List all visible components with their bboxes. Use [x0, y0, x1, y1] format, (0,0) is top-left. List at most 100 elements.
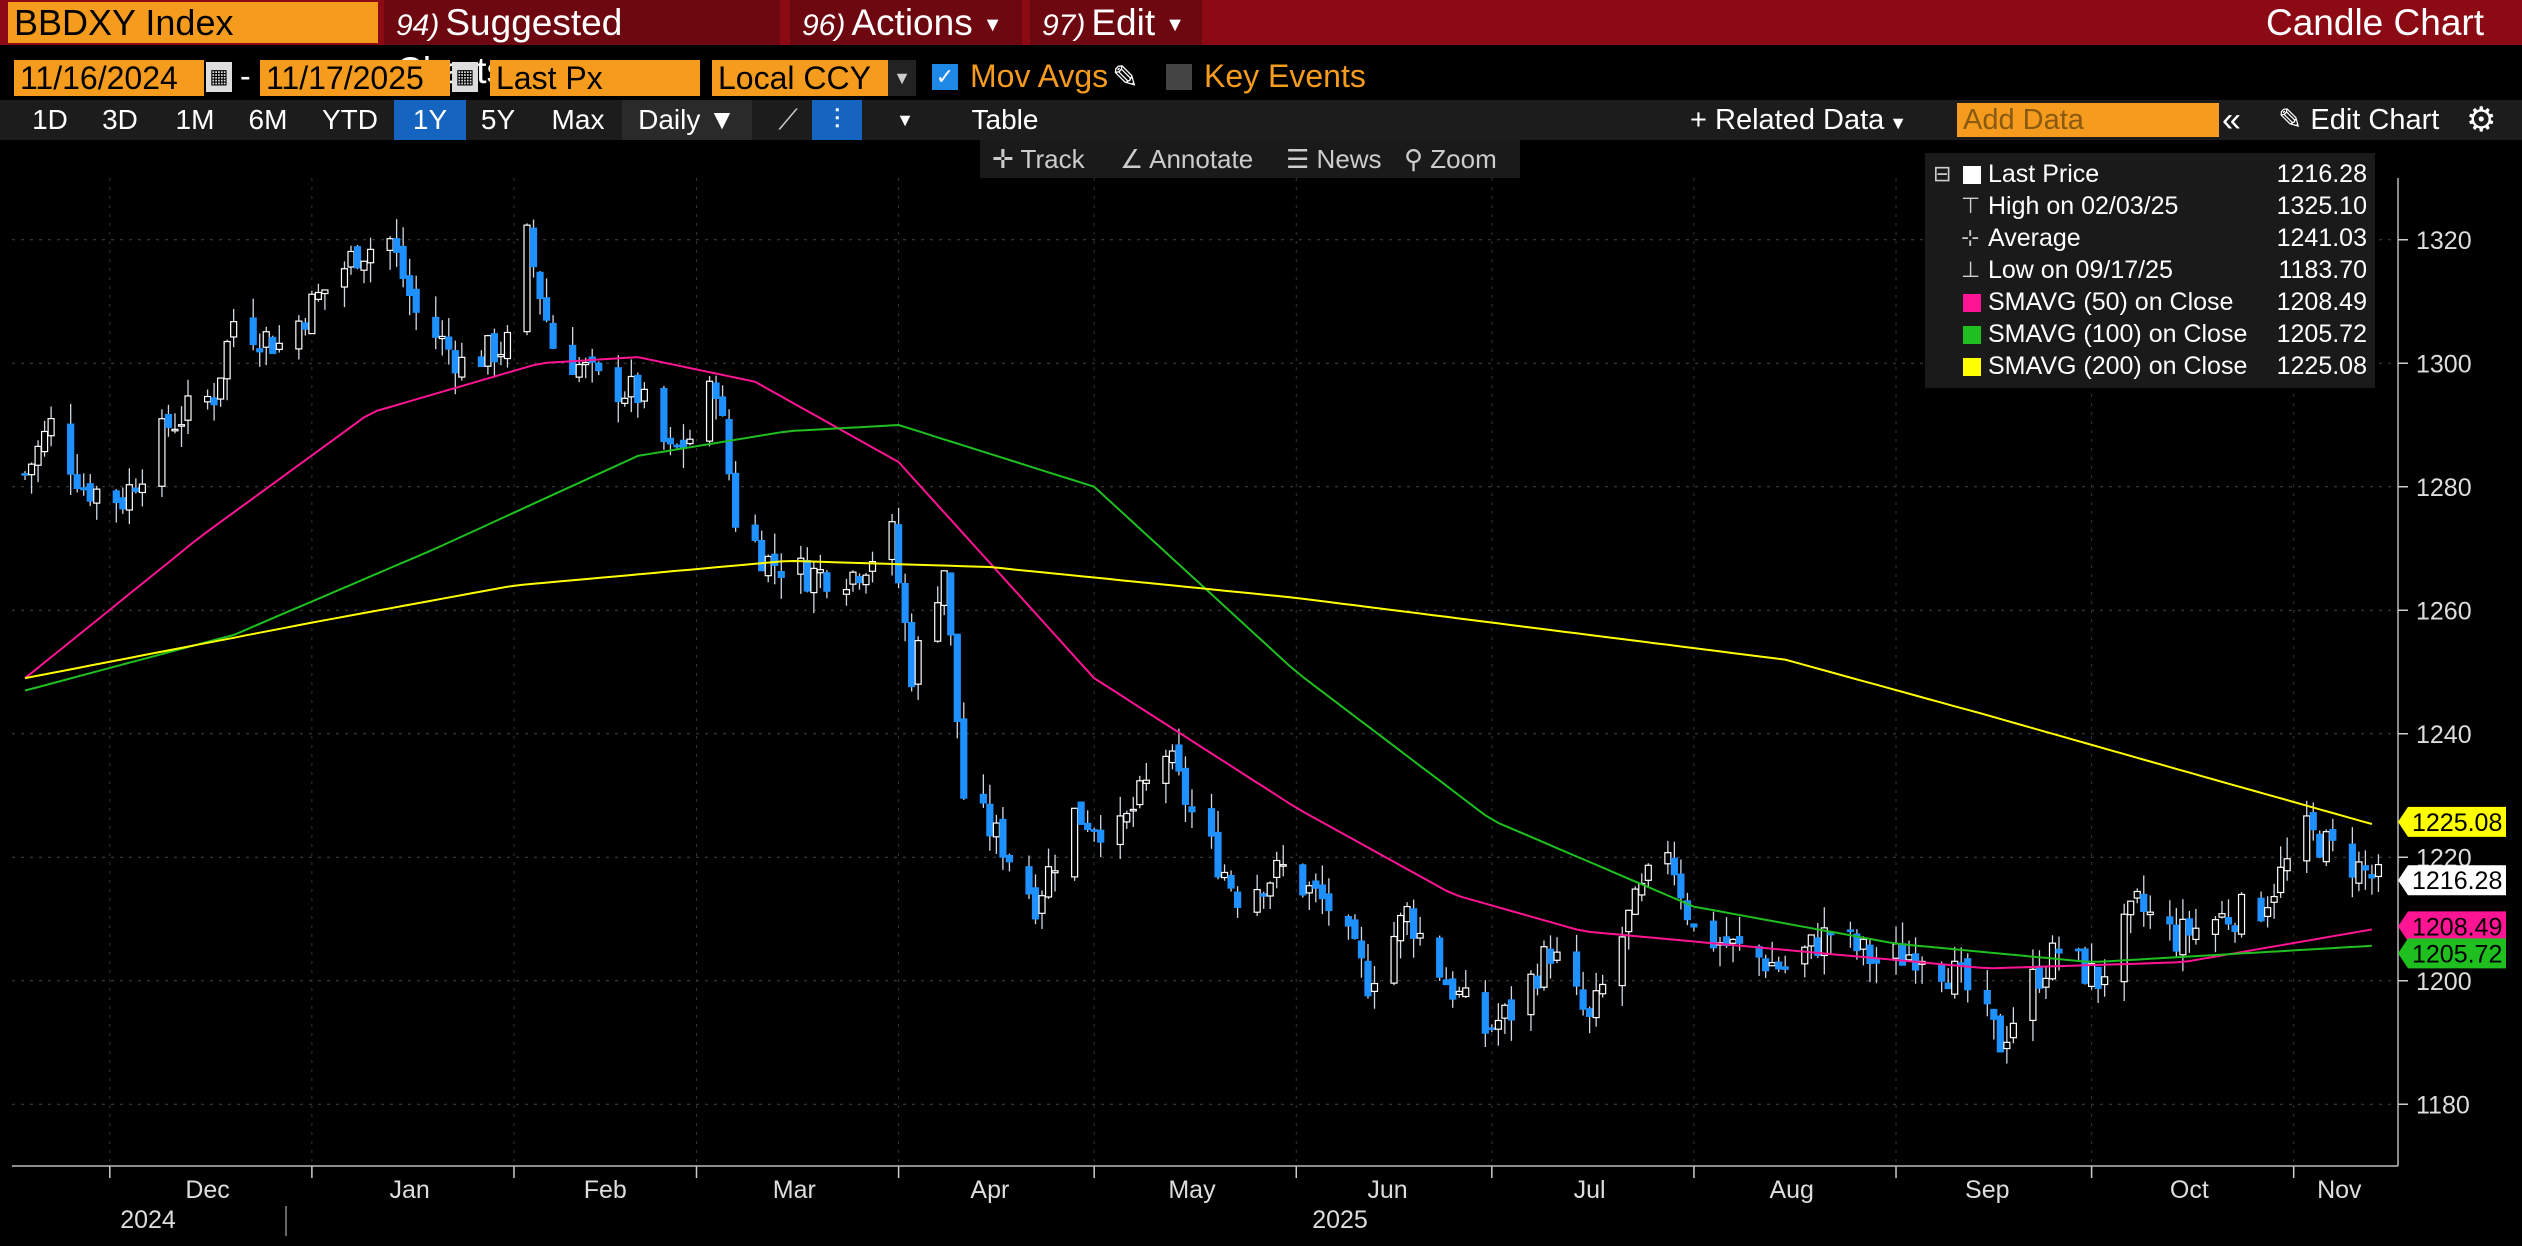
candle	[1938, 961, 1946, 993]
collapse-icon[interactable]: ⊟	[1933, 161, 1952, 186]
candle-body	[868, 561, 877, 572]
candle-chart-icon[interactable]: ⫶	[812, 100, 862, 140]
candle-body	[21, 473, 29, 476]
candle	[582, 357, 590, 379]
currency-selector[interactable]: Local CCY	[712, 60, 888, 96]
candle	[1370, 966, 1379, 1009]
candle-body	[1533, 975, 1542, 989]
table-button[interactable]: Table	[971, 104, 1039, 135]
chevron-down-icon[interactable]: ▼	[888, 60, 916, 96]
gear-icon[interactable]: ⚙	[2466, 101, 2497, 139]
pencil-icon[interactable]: ✎	[1112, 59, 1139, 95]
x-tick-label: Mar	[773, 1176, 816, 1204]
candle-body	[2081, 948, 2089, 984]
candle-body	[1631, 888, 1639, 915]
suggested-charts-menu[interactable]: 94)Suggested Charts▼	[384, 0, 780, 91]
candle	[536, 271, 544, 315]
related-data-button[interactable]: + Related Data ▼	[1690, 100, 1907, 140]
candle-body	[1403, 905, 1411, 923]
news-tool[interactable]: ☰ News	[1286, 140, 1382, 178]
mov-avgs-checkbox[interactable]: ✓	[932, 64, 958, 90]
candle-body	[223, 340, 231, 380]
candle	[660, 385, 668, 450]
candle	[1220, 864, 1229, 881]
field-selector[interactable]: Last Px	[490, 60, 700, 96]
y-tick-label: 1200	[2416, 968, 2472, 996]
candle-body	[353, 246, 362, 269]
candle-body	[986, 803, 994, 837]
range-button[interactable]: 6M	[248, 104, 288, 135]
actions-menu[interactable]: 96) Actions ▼	[790, 0, 1022, 45]
candle	[1951, 946, 1959, 999]
candle	[1892, 926, 1900, 975]
candle-body	[1488, 1027, 1496, 1031]
ticker-field[interactable]: BBDXY Index	[8, 2, 378, 43]
candle	[621, 391, 629, 407]
candle-body	[40, 430, 49, 453]
line-chart-icon[interactable]: ⟋	[778, 104, 798, 135]
candle	[1540, 940, 1548, 991]
annotate-tool[interactable]: ∠ Annotate	[1120, 140, 1253, 178]
candle-body	[210, 397, 218, 406]
candle-body	[1866, 944, 1874, 965]
candle	[1044, 848, 1053, 899]
collapse-icon[interactable]: «	[2222, 101, 2241, 139]
candle	[849, 570, 857, 592]
track-tool[interactable]: ✛ Track	[992, 140, 1085, 178]
zoom-tool[interactable]: ⚲ Zoom	[1404, 140, 1497, 178]
candle	[34, 440, 42, 483]
candle	[992, 814, 1000, 854]
end-date-field[interactable]: 11/17/2025	[260, 60, 450, 96]
candle-body	[2094, 966, 2102, 989]
legend-label: Last Price	[1988, 160, 2100, 188]
ma-line	[24, 423, 2372, 963]
range-button-selected[interactable]: 1Y	[394, 100, 466, 140]
range-button[interactable]: 5Y	[480, 104, 516, 135]
chevron-down-icon[interactable]: ▼	[896, 110, 914, 130]
add-data-input[interactable]: Add Data	[1957, 103, 2219, 137]
calendar-icon[interactable]: ▦	[206, 62, 232, 92]
low-marker-icon: ⊥	[1961, 257, 1981, 282]
edit-menu[interactable]: 97) Edit ▼	[1030, 0, 1202, 45]
range-button[interactable]: Max	[551, 104, 605, 135]
candle-body	[1983, 989, 1991, 1005]
candle	[1683, 892, 1692, 926]
crosshair-icon: ✛	[992, 144, 1021, 174]
legend-value: 1241.03	[2276, 224, 2367, 252]
candle	[1396, 912, 1405, 959]
range-button[interactable]: 1M	[175, 104, 215, 135]
candle-body	[490, 333, 499, 363]
candle-body	[484, 335, 492, 367]
edit-chart-button[interactable]: ✎ Edit Chart	[2278, 100, 2439, 140]
menu-number: 96)	[802, 9, 846, 42]
candle-body	[542, 297, 551, 321]
calendar-icon[interactable]: ▦	[452, 62, 478, 92]
key-events-checkbox[interactable]	[1166, 64, 1192, 90]
range-button[interactable]: YTD	[322, 104, 378, 135]
candle-body	[1227, 874, 1235, 889]
candle	[1768, 941, 1776, 967]
candle-body	[627, 375, 635, 398]
candle-body	[34, 445, 42, 466]
legend-low: ⊥ Low on 09/17/25 1183.70	[1925, 254, 2375, 286]
candle	[2361, 850, 2370, 890]
frequency-selector[interactable]: Daily ▼	[622, 100, 752, 140]
candle	[2133, 888, 2141, 904]
candle-body	[2270, 895, 2278, 903]
candle-body	[1820, 927, 1828, 957]
range-button[interactable]: 1D	[32, 104, 68, 135]
candle-body	[1781, 966, 1789, 970]
legend-sma50: SMAVG (50) on Close 1208.49	[1925, 286, 2375, 318]
candle-body	[497, 353, 505, 358]
candle	[1729, 938, 1737, 963]
pencil-icon: ✎	[2278, 104, 2311, 136]
range-button[interactable]: 3D	[102, 104, 138, 135]
candle-body	[1905, 954, 1913, 961]
candle	[979, 774, 987, 808]
start-date-field[interactable]: 11/16/2024	[14, 60, 204, 96]
candle	[934, 586, 942, 643]
key-events-label: Key Events	[1204, 58, 1366, 94]
candle	[93, 485, 101, 520]
candle-body	[458, 356, 466, 378]
